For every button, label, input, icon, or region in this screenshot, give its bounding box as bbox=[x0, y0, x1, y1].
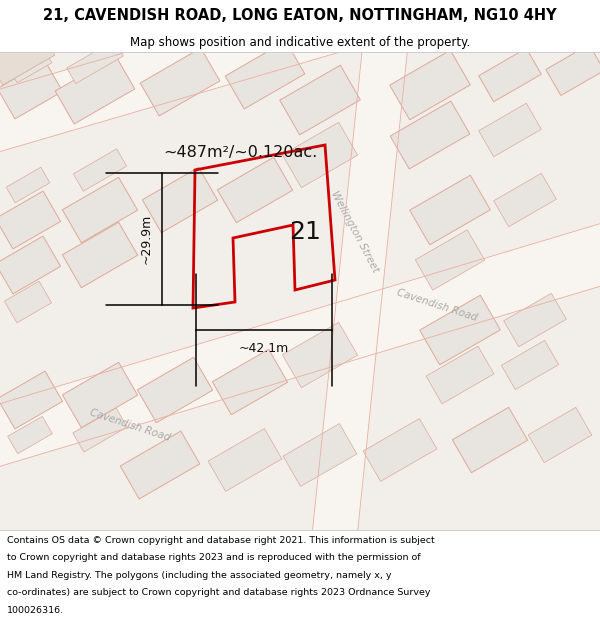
Polygon shape bbox=[410, 175, 490, 245]
Polygon shape bbox=[479, 48, 541, 102]
Polygon shape bbox=[142, 168, 218, 232]
Polygon shape bbox=[217, 158, 293, 222]
Polygon shape bbox=[0, 25, 55, 85]
Polygon shape bbox=[0, 236, 61, 294]
Polygon shape bbox=[212, 349, 287, 415]
Text: 100026316.: 100026316. bbox=[7, 606, 64, 615]
Polygon shape bbox=[55, 56, 135, 124]
Polygon shape bbox=[0, 0, 600, 164]
Text: 21: 21 bbox=[289, 220, 321, 244]
Polygon shape bbox=[283, 122, 358, 188]
Text: co-ordinates) are subject to Crown copyright and database rights 2023 Ordnance S: co-ordinates) are subject to Crown copyr… bbox=[7, 588, 431, 598]
Polygon shape bbox=[494, 173, 556, 227]
Polygon shape bbox=[502, 341, 559, 389]
Polygon shape bbox=[8, 416, 52, 454]
Polygon shape bbox=[140, 48, 220, 116]
Polygon shape bbox=[0, 371, 62, 429]
Polygon shape bbox=[390, 101, 470, 169]
Polygon shape bbox=[415, 230, 485, 290]
Polygon shape bbox=[6, 168, 50, 202]
Polygon shape bbox=[137, 357, 212, 422]
Polygon shape bbox=[528, 408, 592, 462]
Polygon shape bbox=[546, 44, 600, 96]
Polygon shape bbox=[73, 408, 127, 452]
Text: Wellington Street: Wellington Street bbox=[329, 189, 381, 274]
Polygon shape bbox=[419, 295, 500, 365]
Polygon shape bbox=[0, 61, 62, 119]
Text: to Crown copyright and database rights 2023 and is reproduced with the permissio: to Crown copyright and database rights 2… bbox=[7, 553, 421, 562]
Polygon shape bbox=[0, 191, 61, 249]
Polygon shape bbox=[120, 431, 200, 499]
Text: 21, CAVENDISH ROAD, LONG EATON, NOTTINGHAM, NG10 4HY: 21, CAVENDISH ROAD, LONG EATON, NOTTINGH… bbox=[43, 8, 557, 23]
Text: Cavendish Road: Cavendish Road bbox=[395, 288, 479, 322]
Polygon shape bbox=[4, 281, 52, 323]
Polygon shape bbox=[225, 41, 305, 109]
Text: ~42.1m: ~42.1m bbox=[239, 342, 289, 355]
Polygon shape bbox=[62, 222, 137, 288]
Text: Cavendish Road: Cavendish Road bbox=[88, 408, 172, 442]
Polygon shape bbox=[62, 362, 137, 428]
Text: Map shows position and indicative extent of the property.: Map shows position and indicative extent… bbox=[130, 36, 470, 49]
Text: HM Land Registry. The polygons (including the associated geometry, namely x, y: HM Land Registry. The polygons (includin… bbox=[7, 571, 392, 580]
Polygon shape bbox=[8, 48, 52, 82]
Polygon shape bbox=[67, 41, 124, 84]
Polygon shape bbox=[308, 0, 412, 582]
Polygon shape bbox=[452, 408, 527, 472]
Text: ~29.9m: ~29.9m bbox=[140, 214, 153, 264]
Polygon shape bbox=[363, 419, 437, 481]
Polygon shape bbox=[479, 103, 541, 157]
Polygon shape bbox=[426, 346, 494, 404]
Polygon shape bbox=[0, 52, 600, 530]
Polygon shape bbox=[503, 293, 566, 347]
Text: ~487m²/~0.120ac.: ~487m²/~0.120ac. bbox=[163, 144, 317, 159]
Polygon shape bbox=[0, 211, 600, 479]
Polygon shape bbox=[389, 50, 470, 120]
Polygon shape bbox=[73, 149, 127, 191]
Polygon shape bbox=[280, 65, 361, 135]
Polygon shape bbox=[283, 322, 358, 388]
Polygon shape bbox=[283, 424, 357, 486]
Text: Contains OS data © Crown copyright and database right 2021. This information is : Contains OS data © Crown copyright and d… bbox=[7, 536, 435, 545]
Polygon shape bbox=[208, 429, 282, 491]
Polygon shape bbox=[62, 177, 137, 242]
